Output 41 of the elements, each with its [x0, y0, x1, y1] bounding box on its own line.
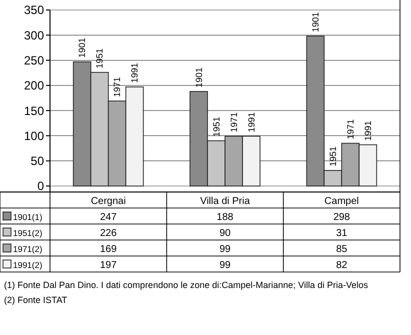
annotation: 1901 [310, 12, 320, 32]
data-label: 31 [336, 228, 348, 239]
data-label: 85 [336, 244, 348, 255]
annotation: 1951 [328, 146, 338, 166]
legend-label: 1971(2) [13, 244, 42, 254]
x-tick-label: Cergnai [90, 196, 126, 207]
y-tick-label: 50 [30, 154, 44, 168]
y-tick-label: 0 [37, 179, 44, 194]
annotation: 1951 [94, 48, 105, 68]
annotation: 1991 [362, 120, 373, 141]
annotation: 1971 [228, 112, 239, 132]
x-tick-label: Campel [324, 196, 359, 207]
data-label: 188 [216, 212, 234, 223]
data-label: 247 [100, 212, 118, 223]
annotation: 1971 [112, 76, 122, 98]
data-label: 82 [336, 260, 348, 271]
data-label: 99 [219, 260, 231, 271]
legend-label: 1951(2) [13, 228, 42, 238]
annotation: 1971 [345, 119, 356, 140]
y-tick-label: 250 [24, 53, 44, 68]
data-label: 99 [219, 244, 231, 255]
legend-label: 1901(1) [13, 212, 42, 222]
y-tick-label: 200 [24, 78, 44, 93]
annotation: 1901 [194, 67, 204, 88]
y-tick-label: 300 [24, 28, 44, 42]
text: (1) Fonte Dal Pan Dino. I dati comprendono le zone di:Campel-Marianne; Villa di Pria-Velos [4, 280, 369, 290]
data-label: 90 [219, 228, 231, 239]
annotation: 1901 [77, 38, 88, 58]
annotation: 1991 [130, 62, 140, 83]
data-label: 197 [100, 260, 118, 271]
x-tick-label: Villa di Pria [200, 196, 250, 207]
y-tick-label: 350 [24, 3, 44, 18]
legend-label: 1991(2) [13, 260, 42, 270]
data-label: 298 [333, 212, 350, 223]
annotation: 1951 [211, 116, 222, 137]
data-label: 226 [100, 228, 118, 239]
y-tick-label: 100 [24, 128, 44, 143]
y-tick-label: 150 [24, 104, 44, 118]
text: (2) Fonte ISTAT [4, 295, 68, 305]
data-label: 169 [100, 244, 118, 255]
annotation: 1991 [246, 112, 256, 132]
